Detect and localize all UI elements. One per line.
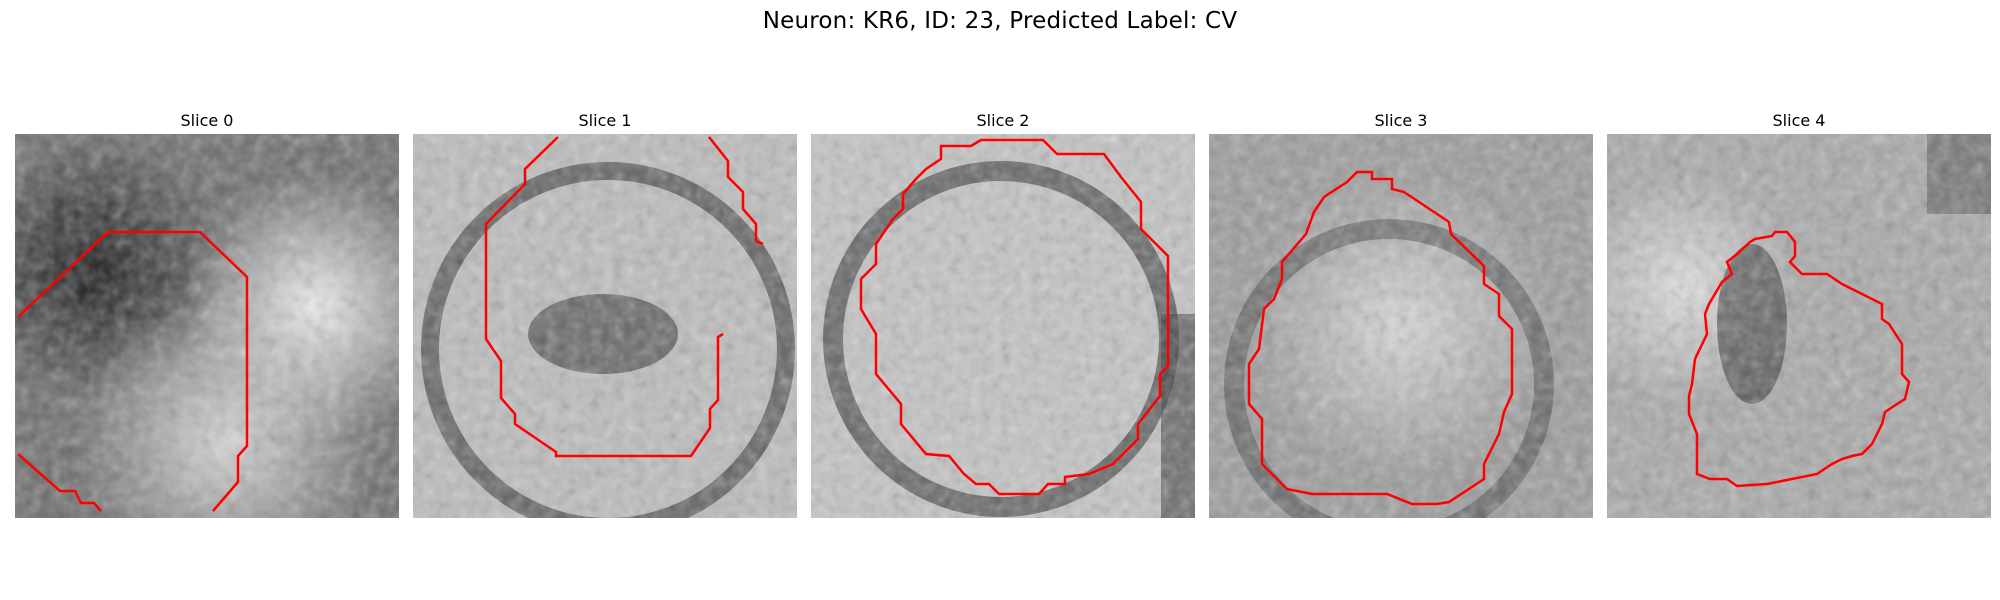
slice-image [15, 134, 399, 518]
slice-image [1607, 134, 1991, 518]
slice-title: Slice 2 [976, 111, 1030, 130]
slice-title: Slice 3 [1374, 111, 1428, 130]
contour-line [484, 136, 764, 458]
figure-title: Neuron: KR6, ID: 23, Predicted Label: CV [762, 8, 1238, 34]
slice-panel-4: Slice 4 [1607, 108, 1991, 518]
slice-image [811, 134, 1195, 518]
contour-line [1247, 170, 1514, 506]
slice-panel-0: Slice 0 [15, 108, 399, 518]
slice-panel-1: Slice 1 [413, 108, 797, 518]
slice-image [413, 134, 797, 518]
slice-title: Slice 4 [1772, 111, 1826, 130]
contour-line [859, 138, 1170, 496]
slice-panel-3: Slice 3 [1209, 108, 1593, 518]
slice-title: Slice 1 [578, 111, 632, 130]
contour-line [17, 230, 249, 512]
slice-image [1209, 134, 1593, 518]
slice-title: Slice 0 [180, 111, 234, 130]
contour-line [1687, 230, 1911, 488]
slice-panel-2: Slice 2 [811, 108, 1195, 518]
